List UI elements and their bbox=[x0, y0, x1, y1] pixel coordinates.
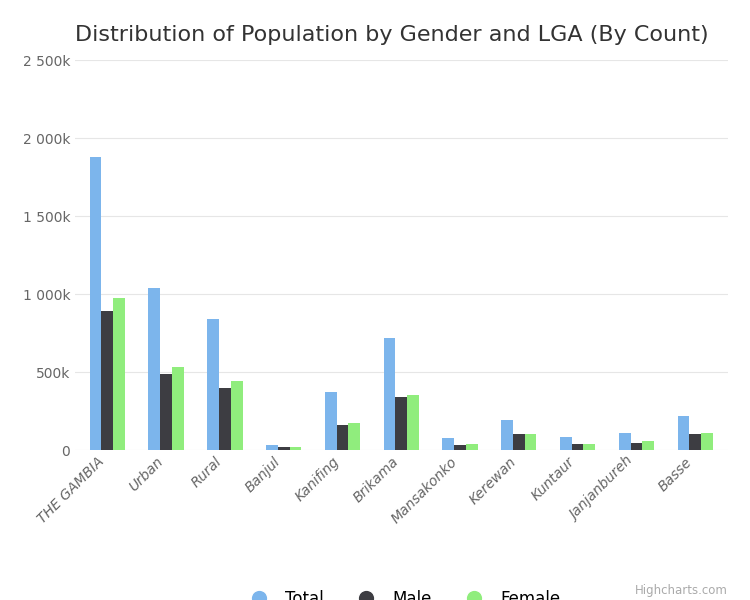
Bar bbox=[172, 367, 184, 450]
Bar bbox=[466, 444, 478, 450]
Bar bbox=[325, 392, 337, 450]
Legend: Total, Male, Female: Total, Male, Female bbox=[236, 583, 567, 600]
Bar bbox=[231, 382, 242, 450]
Bar bbox=[689, 434, 701, 450]
Bar bbox=[513, 434, 525, 450]
Bar bbox=[113, 298, 125, 450]
Bar bbox=[383, 338, 395, 450]
Bar bbox=[290, 448, 302, 450]
Bar bbox=[148, 288, 160, 450]
Bar bbox=[584, 444, 596, 450]
Bar bbox=[642, 442, 654, 450]
Bar bbox=[677, 416, 689, 450]
Bar bbox=[278, 448, 290, 450]
Bar bbox=[407, 395, 419, 450]
Bar bbox=[572, 444, 584, 450]
Bar bbox=[454, 445, 466, 450]
Bar bbox=[525, 434, 536, 450]
Bar bbox=[701, 433, 712, 450]
Bar bbox=[442, 438, 454, 450]
Bar bbox=[501, 421, 513, 450]
Bar bbox=[619, 433, 631, 450]
Bar bbox=[266, 445, 278, 450]
Bar bbox=[337, 425, 348, 450]
Bar bbox=[207, 319, 219, 450]
Bar bbox=[348, 422, 360, 450]
Text: Highcharts.com: Highcharts.com bbox=[634, 584, 728, 597]
Bar bbox=[101, 311, 113, 450]
Bar bbox=[160, 374, 172, 450]
Text: Distribution of Population by Gender and LGA (By Count): Distribution of Population by Gender and… bbox=[75, 25, 709, 44]
Bar bbox=[395, 397, 407, 450]
Bar bbox=[560, 437, 572, 450]
Bar bbox=[219, 388, 231, 450]
Bar bbox=[90, 157, 101, 450]
Bar bbox=[631, 443, 642, 450]
